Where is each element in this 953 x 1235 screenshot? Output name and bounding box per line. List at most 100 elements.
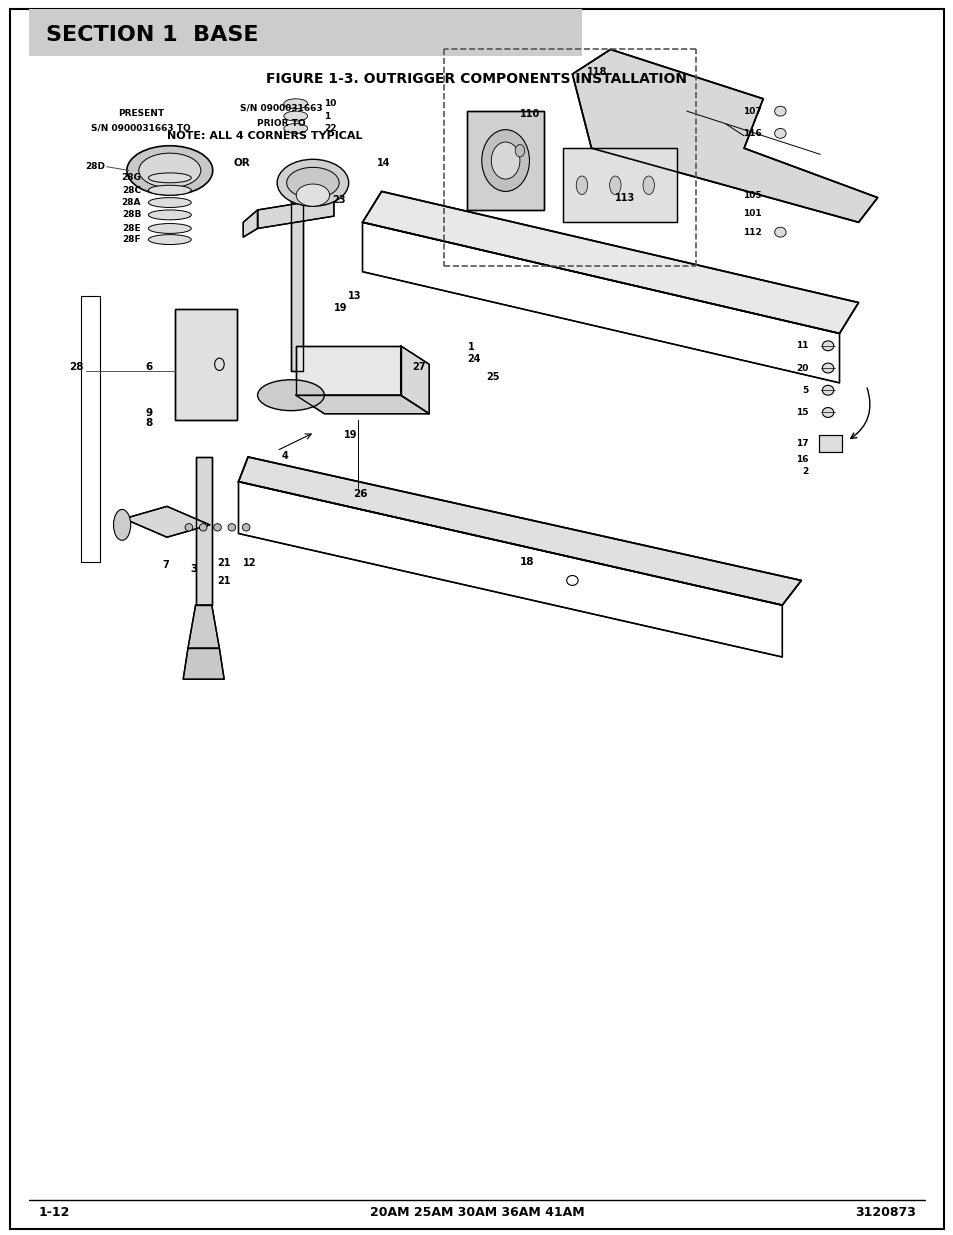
Ellipse shape (283, 111, 307, 121)
Text: 28E: 28E (122, 224, 141, 233)
Text: 112: 112 (741, 227, 760, 237)
Text: 26: 26 (353, 489, 367, 499)
Text: 25: 25 (486, 373, 499, 383)
Text: FIGURE 1-3. OUTRIGGER COMPONENTS INSTALLATION: FIGURE 1-3. OUTRIGGER COMPONENTS INSTALL… (266, 72, 687, 86)
Ellipse shape (199, 524, 207, 531)
Polygon shape (291, 191, 303, 370)
Ellipse shape (821, 408, 833, 417)
Text: 118: 118 (586, 67, 606, 77)
Text: 116: 116 (741, 128, 760, 138)
Text: S/N 0900031663 TO: S/N 0900031663 TO (91, 124, 191, 132)
Text: 19: 19 (334, 304, 347, 314)
Text: 28A: 28A (122, 198, 141, 207)
Ellipse shape (576, 175, 587, 195)
Text: 20: 20 (796, 363, 808, 373)
Polygon shape (238, 457, 801, 605)
Text: 113: 113 (615, 193, 635, 203)
Ellipse shape (149, 185, 191, 195)
Polygon shape (124, 506, 210, 537)
Polygon shape (243, 210, 257, 237)
Ellipse shape (774, 227, 785, 237)
Ellipse shape (609, 175, 620, 195)
Ellipse shape (113, 509, 131, 541)
Text: 28F: 28F (122, 235, 141, 245)
Text: SECTION 1  BASE: SECTION 1 BASE (46, 25, 258, 46)
Polygon shape (174, 309, 236, 420)
Polygon shape (295, 346, 400, 395)
Ellipse shape (283, 99, 307, 109)
Polygon shape (400, 346, 429, 414)
Ellipse shape (481, 130, 529, 191)
Text: 8: 8 (145, 419, 152, 429)
Text: 4: 4 (281, 452, 288, 462)
Ellipse shape (821, 363, 833, 373)
Text: 28D: 28D (85, 162, 105, 172)
Text: 28C: 28C (122, 185, 141, 195)
Ellipse shape (283, 124, 307, 133)
Text: 7: 7 (162, 561, 169, 571)
Text: 1: 1 (467, 342, 474, 352)
Polygon shape (195, 457, 212, 605)
Polygon shape (362, 191, 858, 333)
Text: 28: 28 (69, 363, 83, 373)
Ellipse shape (149, 210, 191, 220)
Ellipse shape (213, 524, 221, 531)
Text: 20AM 25AM 30AM 36AM 41AM: 20AM 25AM 30AM 36AM 41AM (370, 1207, 583, 1219)
Text: 21: 21 (217, 577, 231, 587)
Text: 23: 23 (332, 195, 345, 205)
Ellipse shape (515, 144, 524, 157)
Ellipse shape (774, 106, 785, 116)
Ellipse shape (139, 153, 200, 188)
Text: 5: 5 (801, 385, 808, 395)
Ellipse shape (149, 198, 191, 207)
Text: 3120873: 3120873 (854, 1207, 915, 1219)
Text: 18: 18 (519, 557, 534, 567)
Ellipse shape (149, 235, 191, 245)
Text: 14: 14 (376, 158, 390, 168)
Ellipse shape (277, 159, 349, 206)
Ellipse shape (185, 524, 193, 531)
Text: 12: 12 (243, 558, 256, 568)
Text: 13: 13 (348, 291, 361, 301)
Ellipse shape (257, 380, 324, 410)
Text: PRIOR TO: PRIOR TO (257, 119, 305, 127)
Text: 28B: 28B (122, 210, 141, 220)
Text: NOTE: ALL 4 CORNERS TYPICAL: NOTE: ALL 4 CORNERS TYPICAL (167, 131, 362, 141)
Text: 22: 22 (324, 124, 336, 133)
Ellipse shape (149, 173, 191, 183)
Polygon shape (562, 148, 677, 222)
Text: 3: 3 (191, 564, 197, 574)
Ellipse shape (286, 168, 339, 198)
Text: 10: 10 (324, 99, 336, 109)
Polygon shape (467, 111, 543, 210)
Polygon shape (572, 49, 877, 222)
Ellipse shape (242, 524, 250, 531)
Text: 27: 27 (412, 362, 425, 372)
Ellipse shape (290, 178, 304, 193)
Text: 11: 11 (796, 341, 808, 351)
Text: OR: OR (233, 158, 251, 168)
FancyBboxPatch shape (29, 9, 581, 56)
Text: 110: 110 (519, 109, 539, 119)
Polygon shape (183, 648, 224, 679)
Polygon shape (257, 198, 334, 228)
Ellipse shape (149, 224, 191, 233)
Ellipse shape (228, 524, 235, 531)
Text: 17: 17 (796, 438, 808, 448)
Text: 105: 105 (741, 190, 760, 200)
Text: 15: 15 (796, 408, 808, 417)
Text: 2: 2 (801, 467, 808, 477)
Text: 6: 6 (145, 363, 152, 373)
Text: 21: 21 (217, 558, 231, 568)
Text: S/N 0900031663: S/N 0900031663 (240, 104, 322, 112)
Text: 19: 19 (343, 431, 356, 441)
Polygon shape (818, 435, 841, 452)
Text: 24: 24 (467, 354, 480, 364)
Polygon shape (295, 395, 429, 414)
Ellipse shape (642, 175, 654, 195)
Text: 1: 1 (324, 111, 331, 121)
Text: 28G: 28G (121, 173, 141, 183)
Polygon shape (188, 605, 219, 648)
Text: 16: 16 (796, 454, 808, 464)
Ellipse shape (295, 184, 330, 206)
